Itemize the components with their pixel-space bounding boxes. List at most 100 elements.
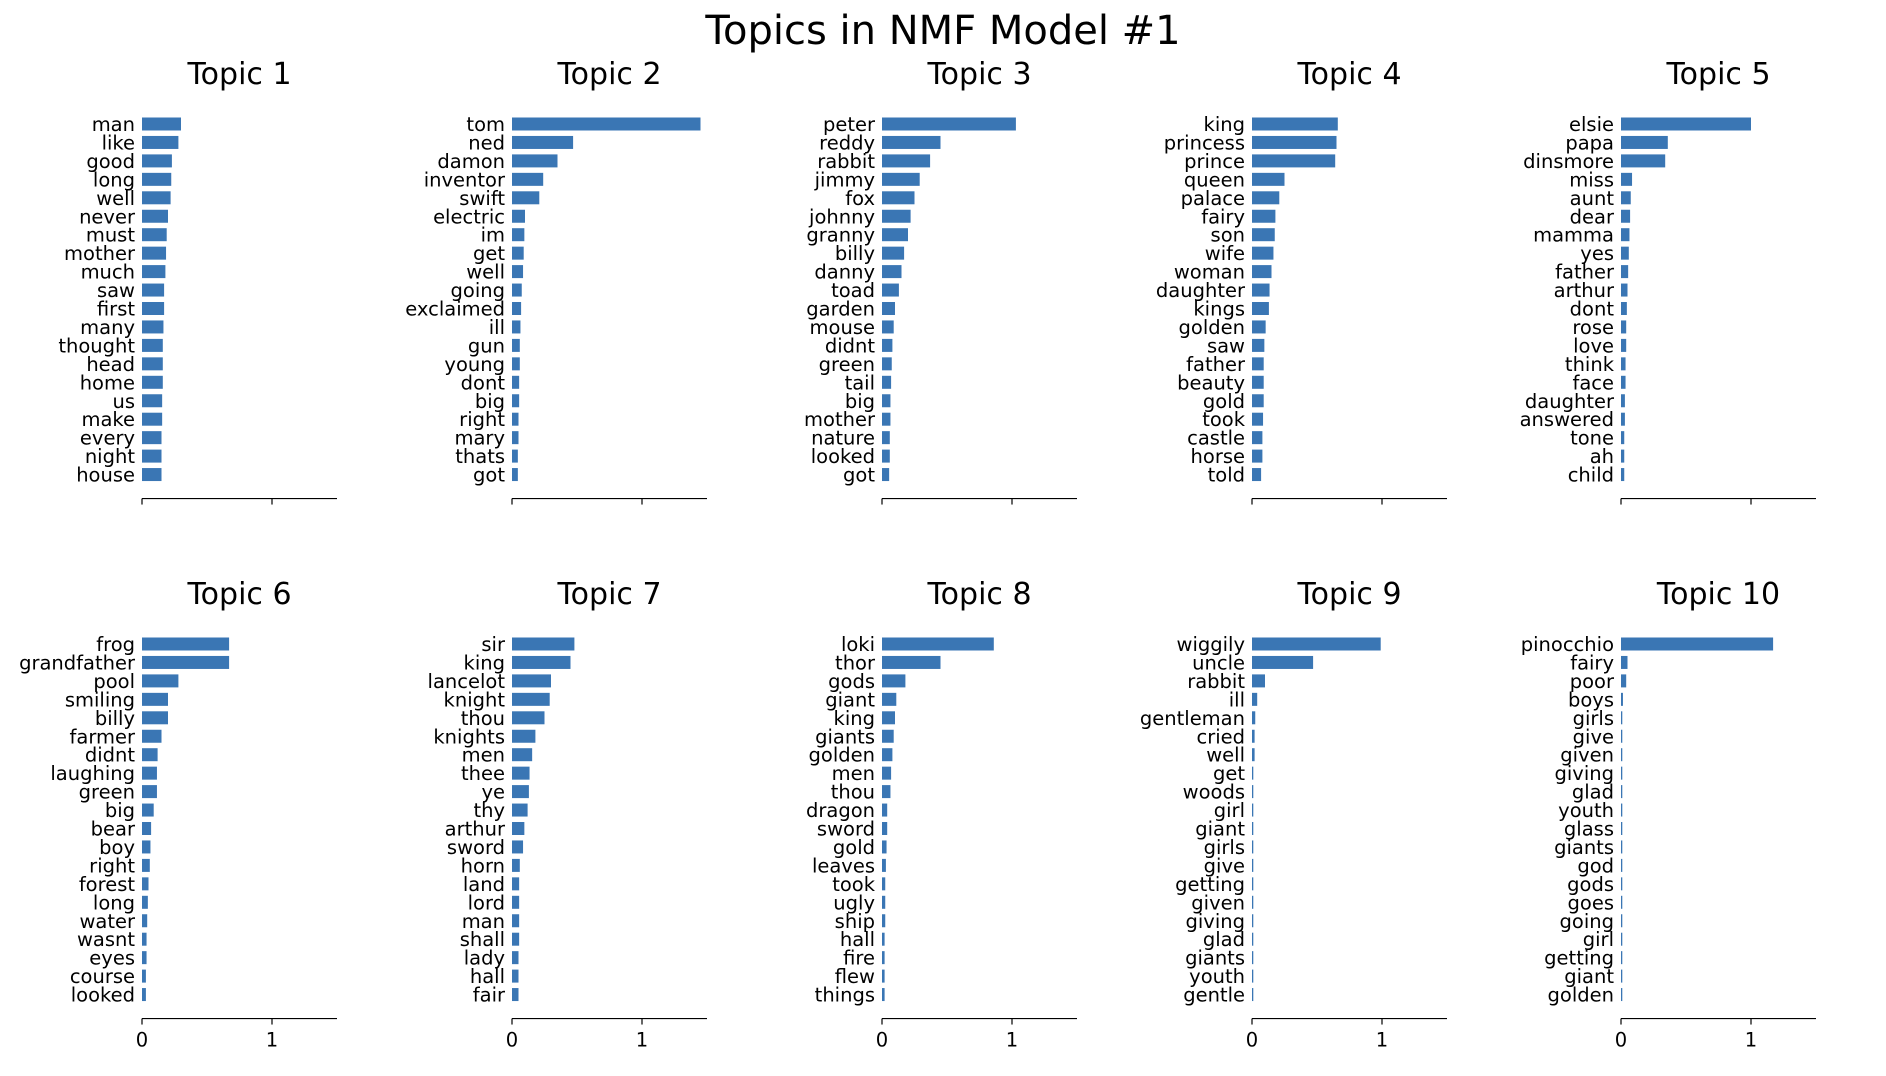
bar (512, 822, 525, 835)
category-label: billy (835, 242, 875, 265)
topic-panel: Topic 5 elsiepapadinsmoremissauntdearmamm… (1520, 57, 1816, 505)
bar (1621, 637, 1774, 651)
category-label: shall (460, 928, 505, 951)
bar (1252, 637, 1381, 651)
category-label: many (80, 316, 135, 339)
category-label: dinsmore (1523, 150, 1614, 173)
category-label: good (86, 150, 135, 173)
bar (142, 932, 147, 946)
category-label: ye (481, 781, 505, 804)
bar (512, 135, 574, 149)
category-label: giant (1564, 965, 1614, 988)
bar (882, 692, 897, 706)
category-label: thats (455, 445, 505, 468)
bar (882, 228, 908, 242)
category-label: green (79, 781, 135, 804)
category-label: dragon (806, 799, 875, 822)
bar (512, 375, 520, 389)
bar (1252, 877, 1254, 891)
bar (1252, 988, 1254, 1002)
bar (512, 840, 524, 854)
category-label: farmer (70, 725, 136, 748)
bar (142, 858, 150, 872)
bar (882, 375, 892, 389)
bar (142, 394, 163, 408)
panel-title: Topic 5 (1665, 57, 1770, 92)
bar (1621, 840, 1623, 854)
category-label: water (79, 910, 136, 933)
bar (1252, 117, 1338, 131)
bar (512, 117, 701, 131)
category-label: knights (433, 725, 505, 748)
category-label: leaves (812, 854, 875, 877)
category-label: billy (95, 707, 135, 730)
category-label: mother (64, 242, 136, 265)
bar (512, 394, 520, 408)
bar (882, 766, 892, 780)
category-label: wiggily (1177, 633, 1246, 656)
bar (512, 246, 524, 260)
bar (1252, 320, 1266, 334)
category-label: elsie (1569, 113, 1614, 136)
category-label: golden (809, 744, 875, 767)
category-label: long (93, 891, 135, 914)
panel-title: Topic 9 (1296, 577, 1401, 612)
bar (512, 637, 575, 651)
bar (1621, 265, 1629, 279)
bar (142, 412, 163, 426)
category-label: girls (1204, 836, 1245, 859)
category-label: nature (811, 427, 875, 450)
bar (512, 951, 519, 965)
bar (512, 932, 520, 946)
category-label: cried (1196, 725, 1245, 748)
panel-title: Topic 3 (926, 57, 1031, 92)
category-label: well (466, 261, 505, 284)
category-label: laughing (50, 762, 135, 785)
bar (882, 895, 886, 909)
category-label: fairy (1570, 651, 1614, 674)
category-label: thought (58, 334, 135, 357)
category-label: man (462, 910, 505, 933)
bar (882, 468, 890, 482)
category-label: big (475, 390, 505, 413)
bar (882, 154, 931, 168)
category-label: youth (1189, 965, 1245, 988)
bar (512, 338, 520, 352)
category-label: saw (97, 279, 135, 302)
category-label: man (92, 113, 135, 136)
category-label: took (832, 873, 876, 896)
bar (1252, 840, 1254, 854)
category-label: thou (831, 781, 875, 804)
bar (882, 655, 941, 669)
bar (882, 135, 941, 149)
category-label: big (845, 390, 875, 413)
x-tick-label: 1 (1745, 1029, 1757, 1052)
category-label: pinocchio (1521, 633, 1614, 656)
bar (1621, 135, 1668, 149)
bar (882, 877, 886, 891)
bar (142, 748, 158, 762)
category-label: lord (468, 891, 505, 914)
bar (512, 283, 522, 297)
category-label: glad (1572, 781, 1614, 804)
category-label: give (1573, 725, 1614, 748)
bar (1621, 375, 1626, 389)
x-tick-label: 0 (506, 1029, 518, 1052)
category-label: frog (96, 633, 135, 656)
category-label: ill (1229, 688, 1245, 711)
category-label: swift (459, 187, 505, 210)
bar (1621, 246, 1629, 260)
bar (512, 265, 524, 279)
category-label: going (1560, 910, 1614, 933)
bar (512, 449, 518, 463)
category-label: castle (1187, 427, 1245, 450)
category-label: aunt (1570, 187, 1615, 210)
topic-panel: Topic 4 kingprincessprincequeenpalacefair… (1156, 57, 1447, 505)
category-label: papa (1565, 131, 1614, 154)
category-label: big (105, 799, 135, 822)
bar (1252, 858, 1254, 872)
bar (882, 394, 891, 408)
category-label: bear (91, 818, 136, 841)
bar (142, 209, 168, 223)
bar (512, 877, 520, 891)
